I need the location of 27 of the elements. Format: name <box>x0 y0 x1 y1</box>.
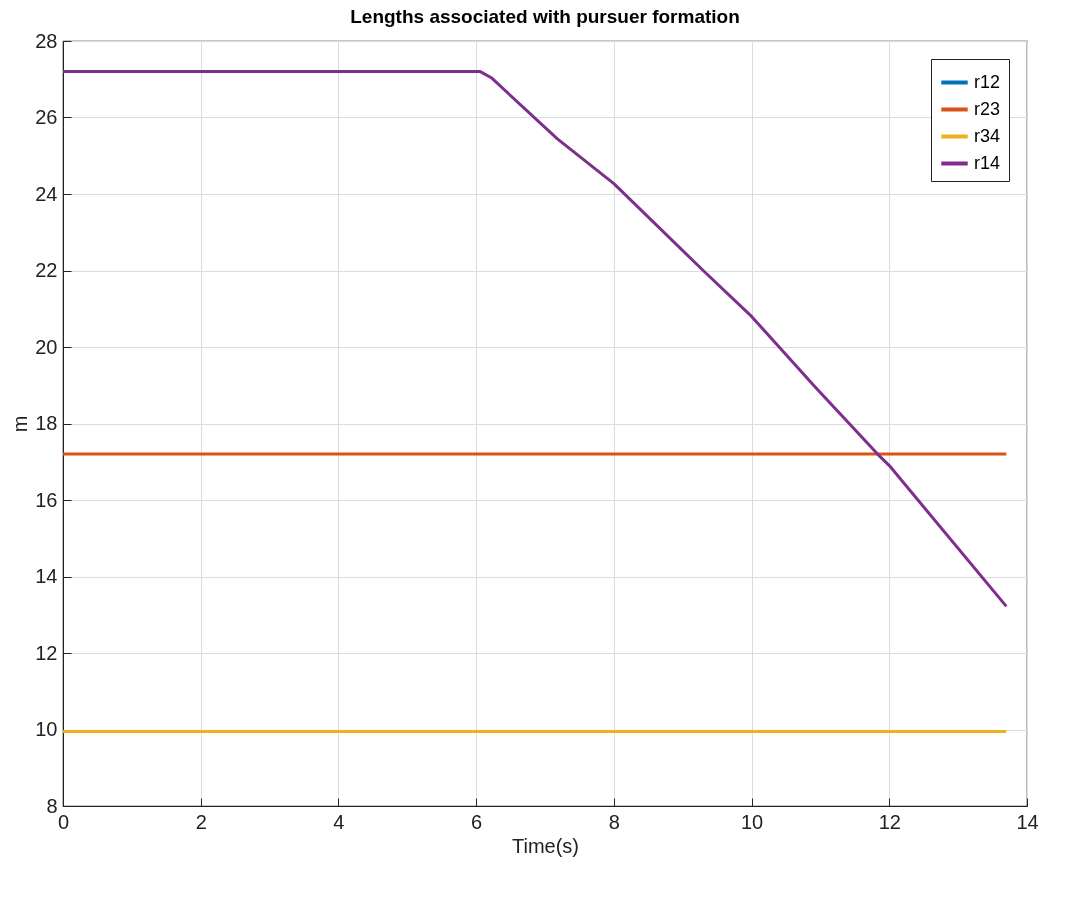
y-tick-label: 18 <box>35 412 58 434</box>
x-tick-label: 2 <box>195 810 207 833</box>
legend-label: r14 <box>974 152 1001 173</box>
y-tick-label: 8 <box>46 794 58 817</box>
y-tick-label: 20 <box>35 335 58 358</box>
y-tick-label: 24 <box>35 182 58 205</box>
x-tick-label: 12 <box>878 810 901 833</box>
legend-label: r34 <box>974 125 1001 146</box>
x-tick-label: 14 <box>1016 810 1039 833</box>
legend-label: r23 <box>974 98 1001 119</box>
y-tick-label: 12 <box>35 641 58 664</box>
legend-label: r12 <box>974 71 1001 92</box>
x-tick-label: 10 <box>740 810 764 833</box>
y-axis-title: m <box>9 415 32 433</box>
chart-title: Lengths associated with pursuer formation <box>350 6 740 27</box>
y-tick-label: 26 <box>35 106 58 128</box>
y-tick-label: 16 <box>35 488 58 511</box>
y-tick-label: 22 <box>35 259 58 281</box>
x-tick-label: 8 <box>608 810 620 833</box>
x-tick-label: 4 <box>333 810 345 833</box>
y-tick-label: 14 <box>35 565 58 587</box>
x-tick-label: 6 <box>471 810 483 833</box>
line-series <box>61 70 1008 608</box>
y-tick-label: 10 <box>35 718 58 740</box>
x-tick-label: 0 <box>57 810 70 833</box>
x-axis-title: Time(s) <box>511 834 580 857</box>
y-tick-label: 28 <box>35 29 58 52</box>
